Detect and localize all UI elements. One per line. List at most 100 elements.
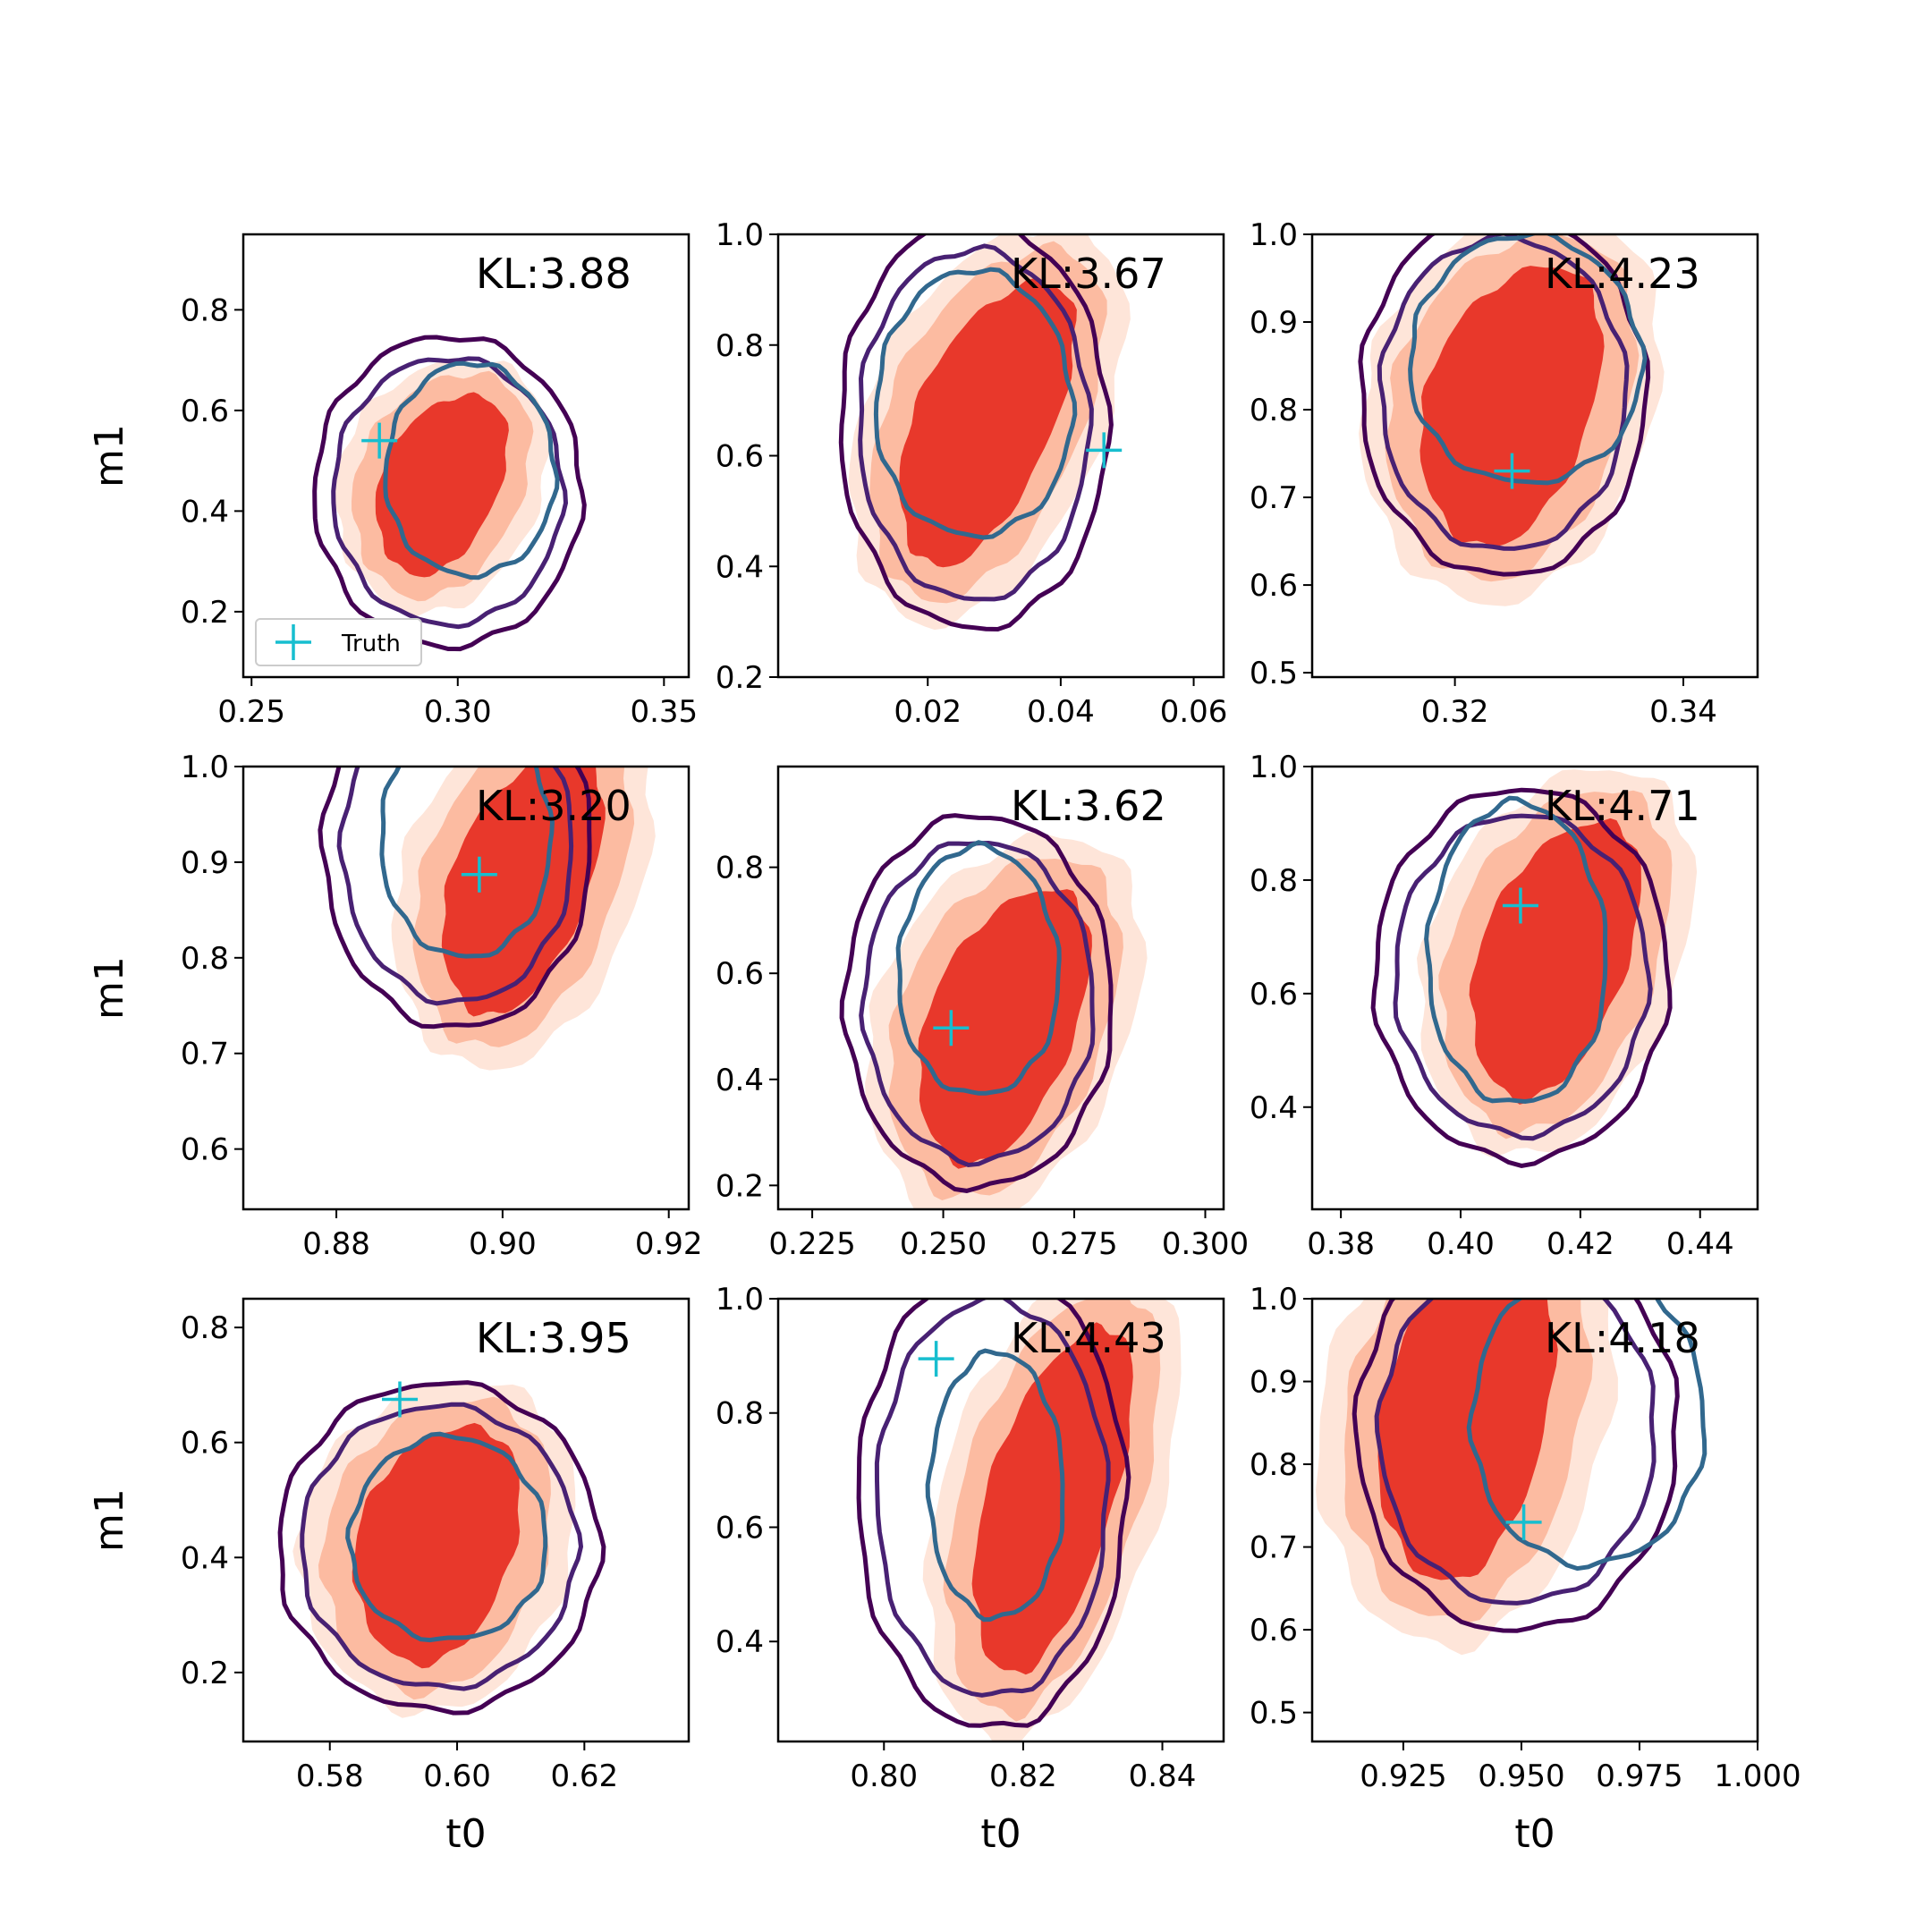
plot-area [318, 767, 656, 1071]
x-tick-label: 0.84 [1129, 1758, 1197, 1794]
kl-annotation: KL:3.62 [1011, 782, 1166, 830]
x-axis-label: t0 [1514, 1811, 1555, 1857]
truth-marker [1505, 1504, 1542, 1540]
plot-area [1370, 769, 1698, 1168]
density-fill-inner [1469, 818, 1641, 1105]
contour-line-inner [895, 840, 1062, 1096]
x-tick-label: 0.225 [768, 1226, 855, 1262]
kl-annotation: KL:4.23 [1545, 250, 1700, 298]
y-tick-label: 0.2 [181, 1656, 229, 1691]
y-tick-label: 1.0 [716, 1282, 764, 1318]
y-tick-label: 0.8 [716, 1396, 764, 1432]
contour-line-inner [925, 1348, 1065, 1623]
contour-line-mid [336, 767, 574, 1006]
truth-marker [361, 422, 398, 459]
contour-line-inner [379, 767, 555, 959]
kl-annotation: KL:3.67 [1011, 250, 1166, 298]
x-tick-label: 0.62 [550, 1758, 618, 1794]
density-fill-inner [899, 278, 1077, 568]
contour-line-outer [856, 1299, 1131, 1728]
y-tick-label: 0.4 [716, 549, 764, 585]
contour-line-mid [874, 1299, 1111, 1698]
x-tick-label: 0.06 [1160, 694, 1228, 730]
axes-frame [776, 765, 1225, 1211]
kl-annotation: KL:3.20 [476, 782, 631, 830]
truth-marker [918, 1341, 954, 1377]
legend-box [255, 618, 422, 666]
plot-area [838, 234, 1131, 632]
y-tick-label: 0.8 [1250, 393, 1298, 428]
kl-annotation: KL:4.43 [1011, 1314, 1166, 1362]
density-fill-inner [1377, 1299, 1558, 1580]
y-tick-label: 0.4 [181, 1540, 229, 1576]
x-tick-label: 0.975 [1596, 1758, 1682, 1794]
plot-area [312, 335, 587, 652]
subplot-1: 0.25 0.30 0.35 0.2 0.4 0.6 0.8 KL:3.88 m1 Truth [87, 233, 698, 730]
x-tick-label: 0.02 [894, 694, 962, 730]
x-tick-label: 0.82 [989, 1758, 1057, 1794]
y-tick-label: 0.8 [181, 941, 229, 977]
x-axis-label: t0 [980, 1811, 1021, 1857]
density-fill-inner [352, 1422, 521, 1669]
subplot-6: 0.38 0.40 0.42 0.44 0.4 0.6 0.8 1.0 KL:4.71 [1250, 750, 1759, 1262]
truth-marker [461, 856, 497, 893]
x-tick-label: 0.34 [1649, 694, 1717, 730]
y-tick-label: 0.6 [716, 1510, 764, 1546]
contour-line-mid [1393, 813, 1653, 1141]
contour-line-inner [345, 1431, 548, 1643]
x-tick-label: 0.925 [1360, 1758, 1446, 1794]
axes-frame [242, 1297, 691, 1743]
contour-line-outer [839, 813, 1114, 1193]
x-tick-label: 0.58 [296, 1758, 364, 1794]
contour-line-inner [873, 267, 1078, 540]
y-tick-label: 0.5 [1250, 1696, 1298, 1732]
density-fill-inner [375, 392, 509, 578]
x-tick-label: 0.60 [423, 1758, 491, 1794]
y-tick-label: 0.8 [1250, 1447, 1298, 1483]
x-tick-label: 0.38 [1307, 1226, 1375, 1262]
y-axis-label: m1 [87, 1488, 132, 1552]
subplot-7: 0.58 0.60 0.62 0.2 0.4 0.6 0.8 KL:3.95 m1 t0 [87, 1297, 691, 1857]
contour-line-mid [1374, 1299, 1657, 1606]
x-tick-label: 0.80 [850, 1758, 918, 1794]
y-tick-label: 0.2 [716, 660, 764, 696]
x-tick-label: 0.275 [1030, 1226, 1117, 1262]
x-tick-label: 1.000 [1714, 1758, 1801, 1794]
x-tick-label: 0.30 [424, 694, 492, 730]
y-tick-label: 0.7 [181, 1037, 229, 1072]
density-fill-inner [918, 889, 1092, 1169]
truth-marker [1502, 887, 1538, 924]
contour-line-outer [1352, 1299, 1680, 1633]
y-tick-label: 0.6 [181, 394, 229, 429]
axes-frame [776, 1297, 1225, 1743]
truth-marker [382, 1381, 419, 1418]
subplot-2: 0.02 0.04 0.06 0.2 0.4 0.6 0.8 1.0 KL:3.67 [716, 217, 1227, 730]
axes-frame [242, 233, 691, 679]
plot-area [277, 1380, 606, 1718]
y-tick-label: 1.0 [181, 750, 229, 785]
x-tick-label: 0.92 [635, 1226, 703, 1262]
y-tick-label: 0.4 [181, 494, 229, 530]
truth-marker [933, 1010, 970, 1046]
axes-frame [1310, 765, 1759, 1211]
subplot-9: 0.925 0.950 0.975 1.000 0.5 0.6 0.7 0.8 0.9 1.0 KL… [1250, 1282, 1801, 1857]
subplot-4: 0.88 0.90 0.92 0.6 0.7 0.8 0.9 1.0 KL:3.20 m1 [87, 750, 703, 1262]
contour-line-inner [383, 360, 560, 580]
y-tick-label: 1.0 [1250, 750, 1298, 785]
y-axis-label: m1 [87, 424, 132, 487]
plot-area [839, 813, 1148, 1209]
y-tick-label: 0.7 [1250, 1530, 1298, 1566]
y-tick-label: 0.8 [181, 292, 229, 328]
x-tick-label: 0.88 [302, 1226, 370, 1262]
plot-area [1358, 234, 1665, 606]
contour-line-outer [838, 234, 1114, 632]
x-tick-label: 0.300 [1162, 1226, 1249, 1262]
x-tick-label: 0.90 [469, 1226, 537, 1262]
x-tick-label: 0.32 [1421, 694, 1489, 730]
x-tick-label: 0.42 [1546, 1226, 1614, 1262]
contour-line-outer [318, 767, 592, 1030]
y-tick-label: 1.0 [1250, 1282, 1298, 1318]
x-tick-label: 0.950 [1478, 1758, 1564, 1794]
contour-line-outer [1358, 234, 1651, 577]
